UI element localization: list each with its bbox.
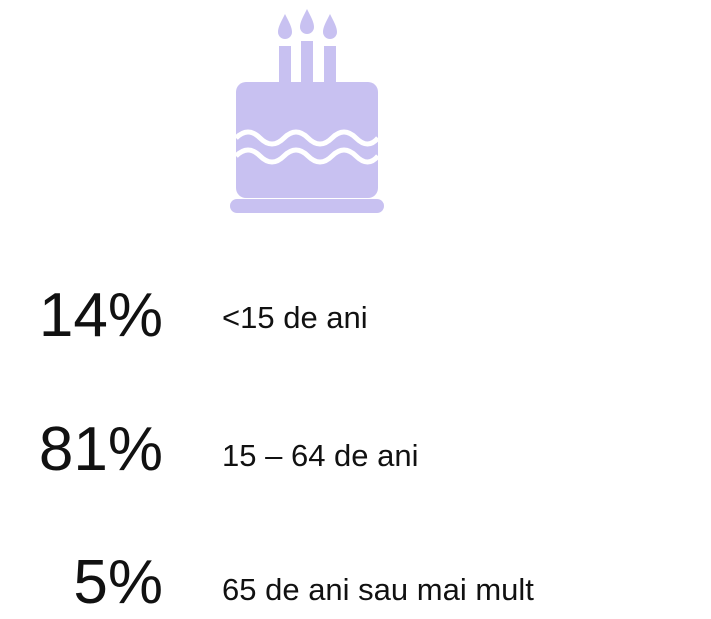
percent: 81% (38, 415, 163, 484)
age-label: 65 de ani sau mai mult (222, 572, 534, 607)
age-label: 15 – 64 de ani (222, 438, 419, 473)
percent: 14% (38, 281, 163, 350)
percent: 5% (73, 548, 163, 617)
cake-icon (230, 9, 384, 213)
age-label: <15 de ani (222, 300, 368, 335)
